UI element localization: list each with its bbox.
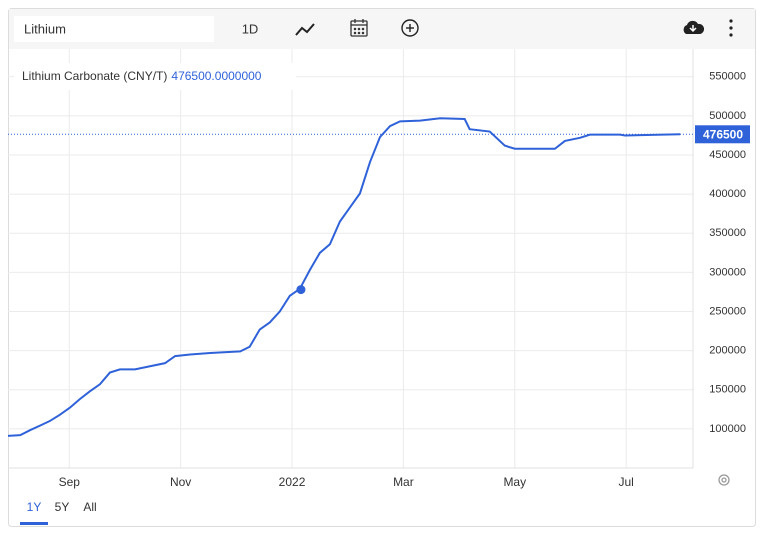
search-text[interactable]: Lithium [24,21,66,36]
x-tick-label: Jul [618,475,633,489]
y-tick-label: 550000 [709,71,746,83]
last-price-tag [695,125,750,144]
y-tick-label: 450000 [709,149,746,161]
y-tick-label: 400000 [709,188,746,200]
add-icon[interactable] [401,19,419,37]
y-tick-label: 250000 [709,305,746,317]
legend-name: Lithium Carbonate (CNY/T) [22,69,167,83]
x-tick-label: Sep [59,475,81,489]
x-tick-label: May [503,475,526,489]
chart-type-icon[interactable] [295,23,315,36]
range-button[interactable]: 1Y [27,500,42,514]
menu-icon[interactable] [729,19,733,37]
y-tick-label: 150000 [709,384,746,396]
interval-button[interactable]: 1D [242,21,259,36]
y-tick-label: 200000 [709,345,746,357]
y-tick-label: 100000 [709,423,746,435]
highlight-point [296,285,306,295]
y-tick-label: 300000 [709,266,746,278]
calendar-icon[interactable] [350,19,368,37]
settings-icon[interactable] [718,474,730,486]
y-tick-label: 500000 [709,110,746,122]
x-tick-label: Mar [393,475,414,489]
x-tick-label: Nov [170,475,191,489]
range-selected-underline [20,522,48,525]
last-price-label: 476500 [703,127,743,141]
download-icon[interactable] [683,20,705,34]
range-button[interactable]: 5Y [55,500,70,514]
card [8,8,756,527]
search-box[interactable] [14,16,214,42]
legend-value: 476500.0000000 [171,69,261,83]
y-tick-label: 350000 [709,227,746,239]
range-button[interactable]: All [83,500,96,514]
legend-box [14,63,296,90]
x-tick-label: 2022 [279,475,306,489]
